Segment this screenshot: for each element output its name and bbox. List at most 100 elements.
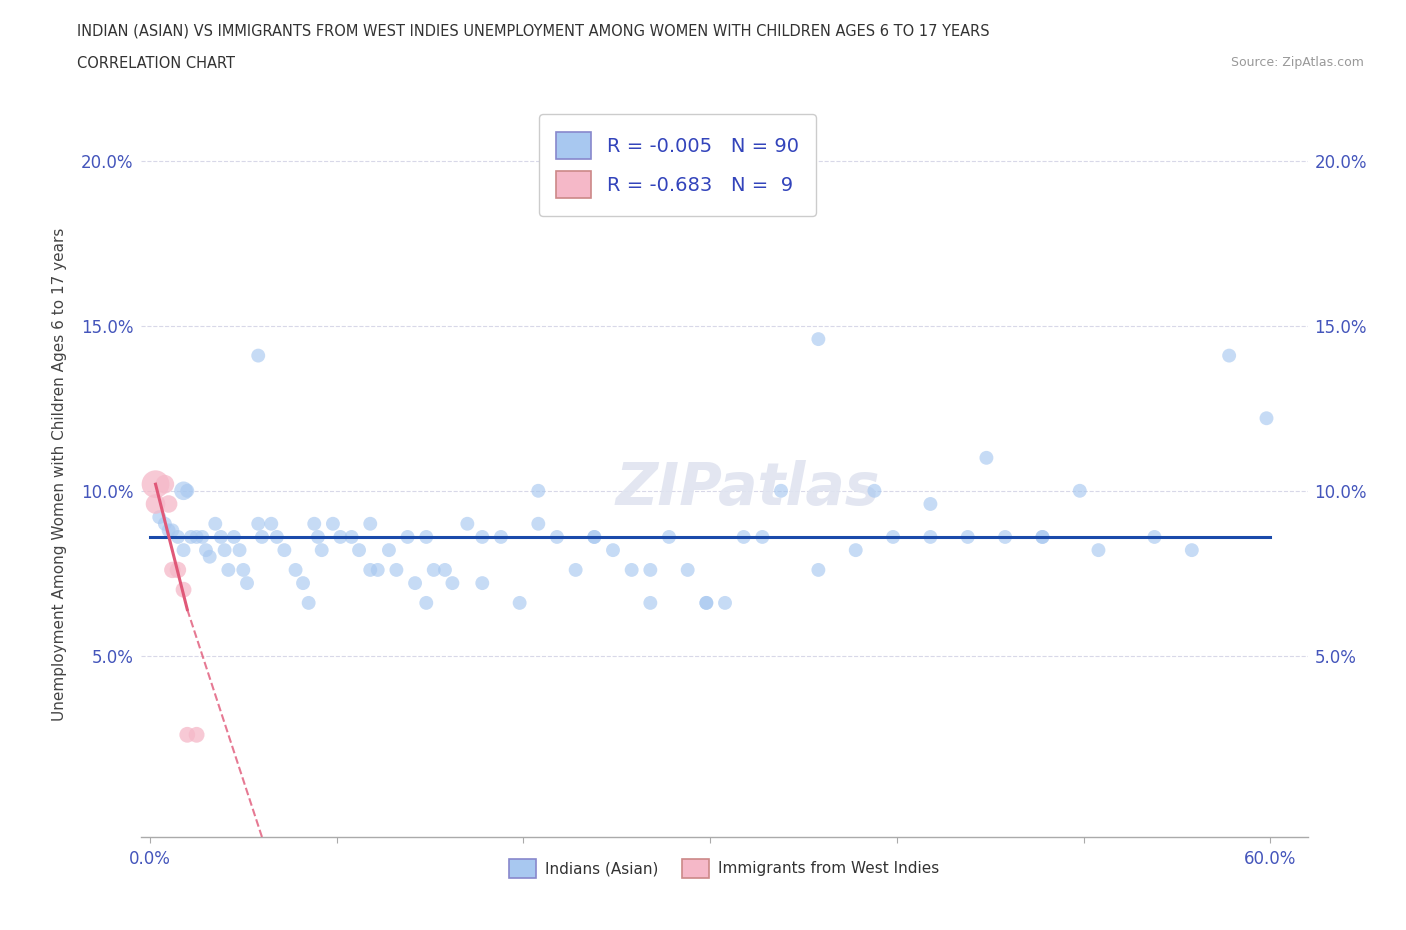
Point (157, 523, 180, 538)
Point (145, 497, 167, 512)
Text: INDIAN (ASIAN) VS IMMIGRANTS FROM WEST INDIES UNEMPLOYMENT AMONG WOMEN WITH CHIL: INDIAN (ASIAN) VS IMMIGRANTS FROM WEST I… (77, 23, 990, 38)
Point (157, 497, 180, 512)
Point (920, 497, 942, 512)
Point (176, 484, 198, 498)
Point (509, 595, 531, 610)
Point (304, 516, 326, 531)
Point (1069, 484, 1091, 498)
Point (247, 516, 270, 531)
Text: CORRELATION CHART: CORRELATION CHART (77, 56, 235, 71)
Point (186, 727, 208, 742)
Point (266, 529, 288, 544)
Point (1218, 348, 1240, 363)
Point (222, 529, 245, 544)
Point (527, 516, 550, 531)
Point (1087, 543, 1109, 558)
Point (751, 529, 773, 544)
Point (422, 563, 444, 578)
Point (292, 576, 315, 591)
Point (214, 543, 236, 558)
Point (546, 529, 568, 544)
Point (564, 563, 586, 578)
Point (247, 348, 270, 363)
Point (620, 563, 643, 578)
Point (145, 477, 167, 492)
Point (471, 529, 494, 544)
Text: ZIPatlas: ZIPatlas (616, 460, 880, 517)
Point (347, 543, 370, 558)
Point (714, 595, 737, 610)
Point (1143, 529, 1166, 544)
Point (191, 529, 214, 544)
Point (260, 516, 283, 531)
Point (148, 510, 170, 525)
Point (284, 563, 307, 578)
Point (676, 563, 699, 578)
Point (640, 563, 662, 578)
Point (186, 529, 208, 544)
Point (415, 595, 437, 610)
Point (976, 450, 998, 465)
Point (232, 563, 254, 578)
Point (396, 529, 419, 544)
Point (167, 529, 190, 544)
Point (173, 543, 195, 558)
Point (441, 576, 464, 591)
Point (415, 529, 437, 544)
Point (920, 529, 942, 544)
Point (329, 529, 352, 544)
Point (1031, 529, 1053, 544)
Point (340, 529, 363, 544)
Point (236, 576, 259, 591)
Point (176, 727, 198, 742)
Point (153, 477, 176, 492)
Point (456, 516, 478, 531)
Point (1031, 529, 1053, 544)
Point (863, 484, 886, 498)
Point (209, 529, 232, 544)
Point (994, 529, 1017, 544)
Point (385, 563, 408, 578)
Point (602, 543, 624, 558)
Point (194, 543, 217, 558)
Point (807, 332, 830, 347)
Point (298, 595, 321, 610)
Legend: Indians (Asian), Immigrants from West Indies: Indians (Asian), Immigrants from West In… (502, 853, 946, 884)
Y-axis label: Unemployment Among Women with Children Ages 6 to 17 years: Unemployment Among Women with Children A… (52, 228, 67, 721)
Point (527, 484, 550, 498)
Point (658, 529, 681, 544)
Point (180, 529, 202, 544)
Point (807, 563, 830, 578)
Point (1256, 411, 1278, 426)
Point (153, 516, 176, 531)
Point (956, 529, 979, 544)
Point (250, 529, 273, 544)
Point (404, 576, 426, 591)
Point (198, 550, 221, 565)
Point (845, 543, 868, 558)
Point (583, 529, 606, 544)
Point (489, 529, 512, 544)
Point (695, 595, 717, 610)
Point (583, 529, 606, 544)
Point (733, 529, 755, 544)
Point (640, 595, 662, 610)
Point (162, 523, 184, 538)
Point (307, 529, 329, 544)
Point (433, 563, 456, 578)
Point (378, 543, 401, 558)
Text: Source: ZipAtlas.com: Source: ZipAtlas.com (1230, 56, 1364, 69)
Point (367, 563, 389, 578)
Point (204, 516, 226, 531)
Point (228, 543, 250, 558)
Point (359, 563, 381, 578)
Point (770, 484, 793, 498)
Point (882, 529, 904, 544)
Point (322, 516, 344, 531)
Point (173, 582, 195, 597)
Point (695, 595, 717, 610)
Point (359, 516, 381, 531)
Point (167, 563, 190, 578)
Point (217, 563, 239, 578)
Point (311, 543, 333, 558)
